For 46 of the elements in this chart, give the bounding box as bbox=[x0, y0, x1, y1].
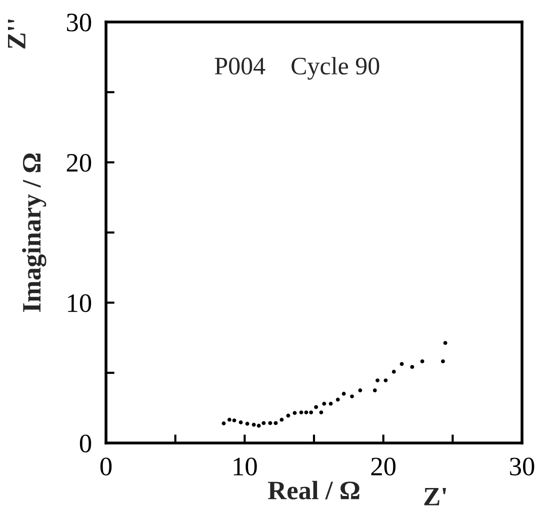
text: Z'' bbox=[8, 19, 26, 48]
point bbox=[328, 402, 333, 406]
point bbox=[252, 422, 256, 427]
point bbox=[245, 422, 250, 426]
point bbox=[376, 378, 380, 382]
annotation: P004 Cycle 90 bbox=[214, 56, 380, 80]
point bbox=[262, 421, 266, 426]
point bbox=[358, 388, 362, 392]
point bbox=[440, 359, 445, 364]
point bbox=[280, 418, 284, 422]
x-axis-title: Real / Ω bbox=[268, 480, 360, 500]
point bbox=[292, 411, 297, 415]
text: Z' bbox=[424, 488, 446, 506]
point bbox=[392, 370, 396, 374]
point bbox=[304, 410, 308, 414]
point bbox=[342, 392, 346, 396]
y-tick-label: 20 bbox=[66, 154, 92, 172]
point bbox=[286, 414, 290, 418]
y-axis-title: Imaginary / Ω bbox=[22, 153, 46, 312]
point bbox=[309, 410, 314, 414]
point bbox=[314, 405, 318, 410]
point bbox=[336, 398, 340, 402]
y-tick-label: 10 bbox=[68, 294, 92, 312]
point bbox=[274, 421, 278, 426]
point bbox=[400, 362, 404, 366]
y-tick-label: 30 bbox=[66, 14, 92, 32]
x-tick-label: 10 bbox=[234, 458, 257, 476]
point bbox=[410, 364, 414, 369]
point bbox=[319, 410, 324, 414]
point bbox=[322, 402, 326, 406]
point bbox=[372, 388, 377, 392]
point bbox=[420, 359, 424, 364]
y-tick-label: 0 bbox=[80, 434, 92, 452]
point bbox=[350, 394, 354, 398]
point bbox=[268, 421, 272, 426]
point bbox=[256, 424, 261, 428]
point bbox=[443, 340, 448, 345]
point bbox=[384, 378, 388, 382]
point bbox=[232, 418, 236, 422]
point bbox=[227, 418, 232, 422]
point bbox=[222, 421, 226, 426]
x-tick-label: 0 bbox=[100, 458, 112, 476]
x-tick-label: 30 bbox=[510, 458, 534, 476]
point bbox=[238, 420, 243, 424]
x-tick-label: 20 bbox=[371, 458, 396, 476]
point bbox=[299, 410, 304, 414]
